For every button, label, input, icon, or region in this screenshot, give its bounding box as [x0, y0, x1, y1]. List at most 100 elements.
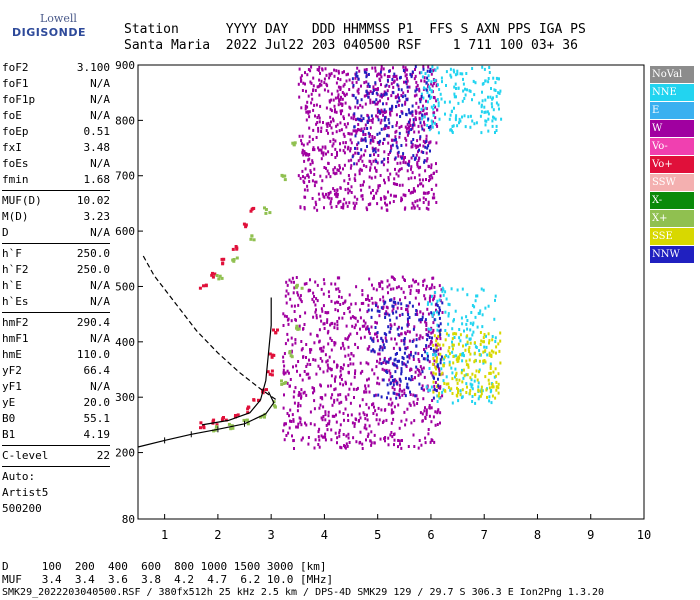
- scatter-point: [345, 92, 348, 96]
- scatter-point: [327, 410, 330, 414]
- scatter-point: [467, 115, 470, 119]
- scatter-point: [406, 98, 409, 102]
- scatter-point: [436, 98, 439, 101]
- scatter-point: [476, 294, 479, 298]
- scatter-point: [312, 76, 315, 80]
- trace-point: [252, 238, 256, 242]
- scatter-point: [424, 318, 427, 322]
- scatter-point: [288, 426, 291, 430]
- scatter-point: [432, 104, 435, 107]
- scatter-point: [402, 290, 405, 294]
- scatter-point: [414, 116, 417, 120]
- scatter-point: [367, 406, 370, 410]
- scatter-point: [297, 422, 300, 426]
- scatter-point: [354, 417, 357, 421]
- scatter-point: [282, 406, 285, 410]
- scatter-point: [356, 143, 359, 147]
- scatter-point: [375, 169, 378, 173]
- scatter-point: [378, 284, 381, 288]
- scatter-point: [447, 349, 450, 353]
- scatter-point: [289, 378, 292, 381]
- param-value: 22: [96, 449, 110, 462]
- scatter-point: [495, 101, 498, 105]
- scatter-point: [470, 378, 473, 382]
- scatter-point: [366, 297, 369, 301]
- trace-point: [295, 284, 298, 288]
- scatter-point: [419, 182, 422, 186]
- scatter-point: [430, 166, 433, 170]
- scatter-point: [417, 289, 420, 293]
- scatter-point: [371, 66, 374, 70]
- scatter-point: [330, 197, 333, 201]
- y-tick-label: 80: [122, 513, 135, 526]
- scatter-point: [370, 441, 373, 445]
- scatter-point: [339, 142, 341, 146]
- scatter-point: [303, 188, 306, 192]
- scatter-point: [430, 188, 433, 191]
- scatter-point: [399, 115, 402, 118]
- scatter-point: [421, 412, 424, 416]
- scatter-point: [334, 301, 337, 305]
- scatter-point: [411, 201, 414, 205]
- scatter-point: [374, 332, 376, 336]
- scatter-point: [347, 436, 350, 440]
- scatter-point: [364, 387, 367, 391]
- scatter-point: [358, 419, 360, 422]
- scatter-point: [338, 401, 341, 405]
- scatter-point: [368, 119, 371, 123]
- scatter-point: [298, 391, 301, 394]
- scatter-point: [354, 105, 357, 109]
- scatter-point: [300, 106, 303, 110]
- scatter-point: [418, 302, 420, 306]
- scatter-point: [495, 124, 498, 128]
- trace-point: [264, 211, 268, 215]
- scatter-point: [392, 287, 395, 291]
- scatter-point: [458, 378, 461, 382]
- scatter-point: [387, 160, 390, 164]
- scatter-point: [445, 382, 448, 386]
- scatter-point: [348, 177, 351, 181]
- scatter-point: [464, 348, 467, 352]
- scatter-point: [430, 82, 433, 86]
- scatter-point: [429, 328, 432, 332]
- scatter-point: [332, 168, 335, 172]
- scatter-point: [476, 378, 479, 382]
- scatter-point: [304, 82, 306, 86]
- scatter-point: [393, 297, 396, 301]
- scatter-point: [400, 144, 403, 147]
- trace-point: [231, 247, 235, 251]
- scatter-point: [329, 115, 332, 119]
- scatter-point: [354, 372, 356, 375]
- scatter-point: [401, 111, 404, 115]
- scatter-point: [453, 92, 456, 96]
- scatter-point: [405, 385, 408, 389]
- scatter-point: [415, 309, 418, 312]
- scatter-point: [375, 98, 378, 102]
- scatter-point: [345, 434, 348, 438]
- scatter-point: [336, 123, 339, 127]
- scatter-point: [385, 110, 388, 114]
- scatter-point: [393, 322, 396, 326]
- scatter-point: [314, 114, 316, 118]
- scatter-point: [346, 122, 349, 126]
- scatter-point: [412, 123, 414, 127]
- param-row: D N/A: [2, 225, 110, 241]
- scatter-point: [393, 387, 396, 391]
- scatter-point: [455, 358, 458, 362]
- scatter-point: [418, 360, 421, 363]
- scatter-point: [436, 400, 439, 403]
- scatter-point: [340, 400, 343, 404]
- scatter-point: [429, 96, 432, 100]
- scatter-point: [427, 428, 430, 431]
- scatter-point: [418, 207, 421, 211]
- legend-item-x-: X+: [650, 210, 694, 227]
- scatter-point: [324, 311, 327, 314]
- scatter-point: [376, 132, 379, 136]
- scatter-point: [308, 126, 311, 130]
- scatter-point: [448, 117, 451, 121]
- trace-point: [290, 355, 294, 359]
- scatter-point: [389, 201, 391, 205]
- scatter-point: [439, 347, 442, 351]
- scatter-point: [303, 207, 306, 211]
- scatter-point: [394, 135, 397, 139]
